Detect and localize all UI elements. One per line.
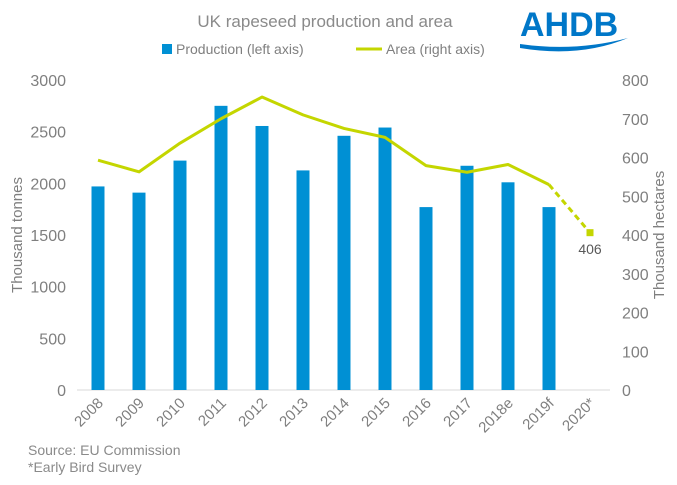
annotation-2020: 406 xyxy=(578,241,602,257)
logo-text: AHDB xyxy=(520,6,618,44)
bar-2012 xyxy=(255,125,269,390)
area-line-forecast xyxy=(547,183,592,234)
legend-production-label: Production (left axis) xyxy=(176,41,304,57)
y-tick-left: 0 xyxy=(57,383,66,400)
x-tick: 2019f xyxy=(519,394,558,433)
bar-2008 xyxy=(91,186,105,390)
legend: Production (left axis) Area (right axis) xyxy=(162,41,485,57)
y-axis-left-label: Thousand tonnes xyxy=(9,177,26,293)
x-tick: 2016 xyxy=(399,395,435,431)
x-tick: 2008 xyxy=(71,395,107,431)
bar-2010 xyxy=(173,160,187,390)
x-tick: 2013 xyxy=(276,395,312,431)
y-tick-right: 600 xyxy=(622,151,649,168)
legend-area-label: Area (right axis) xyxy=(386,41,485,57)
y-tick-right: 400 xyxy=(622,228,649,245)
y-tick-left: 2500 xyxy=(30,125,66,142)
y-tick-right: 500 xyxy=(622,189,649,206)
legend-production-swatch xyxy=(162,44,172,54)
bar-2017 xyxy=(460,165,474,390)
y-tick-left: 2000 xyxy=(30,176,66,193)
x-tick: 2011 xyxy=(195,395,230,430)
bar-2013 xyxy=(296,170,310,390)
x-tick: 2020* xyxy=(559,395,599,435)
footnote-early-bird: *Early Bird Survey xyxy=(28,459,142,475)
bar-2014 xyxy=(337,135,351,390)
x-tick: 2014 xyxy=(317,395,353,431)
y-tick-left: 3000 xyxy=(30,73,66,90)
footnote-source: Source: EU Commission xyxy=(28,442,181,458)
y-tick-left: 500 xyxy=(39,331,66,348)
bar-2015 xyxy=(378,127,392,391)
y-tick-right: 200 xyxy=(622,306,649,323)
area-point-2020 xyxy=(586,229,594,237)
y-tick-left: 1000 xyxy=(30,280,66,297)
chart-title: UK rapeseed production and area xyxy=(197,12,453,31)
y-tick-right: 800 xyxy=(622,73,649,90)
y-tick-right: 0 xyxy=(622,383,631,400)
y-tick-right: 300 xyxy=(622,267,649,284)
bar-2009 xyxy=(132,192,146,390)
y-tick-right: 100 xyxy=(622,344,649,361)
bar-2011 xyxy=(214,105,228,390)
bar-2019f xyxy=(542,207,556,390)
logo: AHDB xyxy=(520,6,628,52)
bar-2018e xyxy=(501,182,515,390)
y-axis-right-label: Thousand hectares xyxy=(651,171,668,299)
logo-swoosh xyxy=(520,38,628,52)
x-tick: 2015 xyxy=(358,395,394,431)
x-tick: 2017 xyxy=(440,395,476,431)
x-tick: 2018e xyxy=(475,395,517,437)
y-tick-right: 700 xyxy=(622,112,649,129)
x-tick: 2009 xyxy=(112,395,148,431)
x-tick: 2012 xyxy=(235,395,271,431)
x-tick: 2010 xyxy=(153,395,189,431)
y-tick-left: 1500 xyxy=(30,228,66,245)
area-line xyxy=(97,95,550,186)
bar-2016 xyxy=(419,207,433,390)
